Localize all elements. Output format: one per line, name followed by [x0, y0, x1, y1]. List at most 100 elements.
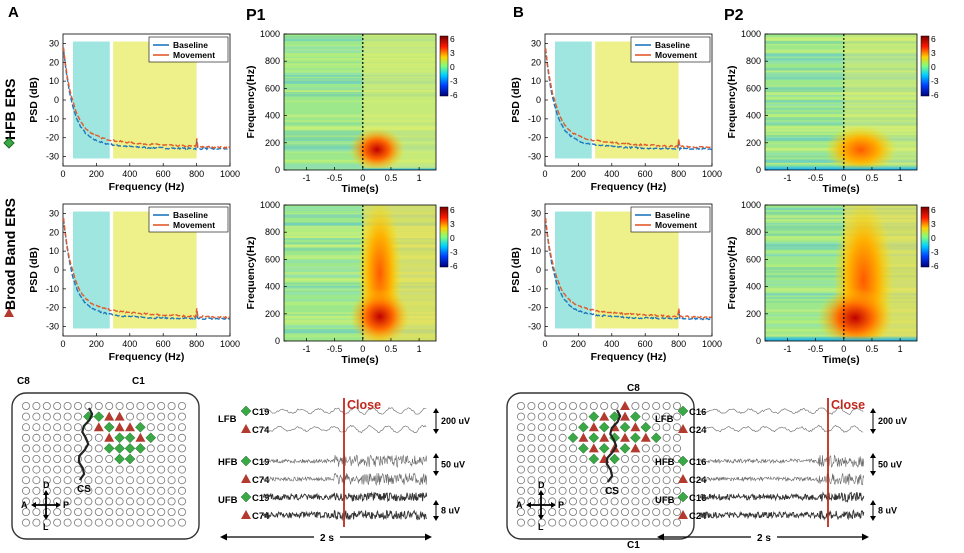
electrode [177, 507, 186, 516]
electrode [569, 454, 578, 463]
noise-streak [765, 40, 917, 44]
band-label-lfb: LFB [655, 414, 674, 425]
noise-streak [765, 103, 917, 107]
active-electrode-broadband [599, 411, 610, 421]
electrode [94, 486, 103, 495]
xtick-label: 600 [156, 339, 171, 349]
active-electrode-broadband [114, 411, 125, 421]
noise-streak [284, 71, 436, 73]
electrode [115, 507, 124, 516]
ytick-label: 1000 [260, 29, 280, 39]
ytick-label: 0 [275, 165, 280, 175]
compass-arrow-p [551, 502, 556, 508]
electrode [21, 433, 30, 442]
ytick-label: 600 [265, 254, 280, 264]
electrode [641, 401, 650, 410]
ytick-label: 400 [746, 282, 761, 292]
electrode [136, 465, 145, 474]
noise-streak [765, 85, 917, 87]
electrode [105, 465, 114, 474]
xtick-label: 0.5 [385, 344, 398, 354]
compass-arrow-l [43, 515, 49, 520]
electrode [94, 454, 103, 463]
ytick-label: 200 [746, 138, 761, 148]
ytick-label: 0 [536, 95, 541, 105]
hot-region [824, 125, 897, 170]
ytick-label: 0 [54, 265, 59, 275]
electrode [548, 476, 557, 485]
electrode [84, 423, 93, 432]
colorbar-label: -3 [450, 76, 458, 86]
waveform [699, 491, 865, 503]
ytick-label: 600 [746, 83, 761, 93]
band-label-lfb: LFB [218, 414, 237, 425]
cs-label: CS [605, 486, 619, 497]
colorbar-label: 6 [931, 34, 936, 44]
ytick-label: 0 [54, 95, 59, 105]
noise-streak [284, 89, 436, 93]
scale-arrow [870, 408, 876, 413]
electrode [589, 486, 598, 495]
electrode [63, 476, 72, 485]
active-electrode-hfb [114, 453, 125, 465]
electrode [21, 465, 30, 474]
electrode [537, 433, 546, 442]
electrode [63, 497, 72, 506]
xtick-label: 0 [542, 339, 547, 349]
xtick-label: 200 [89, 339, 104, 349]
time-label-bg [751, 530, 777, 542]
ytick-label: 800 [265, 227, 280, 237]
ytick-label: 800 [265, 56, 280, 66]
noise-streak [284, 114, 436, 118]
active-electrode-broadband [135, 432, 146, 442]
electrode [136, 476, 145, 485]
noise-streak [284, 123, 436, 125]
noise-streak [765, 117, 917, 121]
colorbar-label: -3 [931, 76, 939, 86]
ytick-label: 0 [536, 265, 541, 275]
red-triangle-icon [241, 510, 251, 519]
noise-streak [284, 71, 436, 75]
xlabel: Time(s) [822, 183, 859, 195]
electrode [589, 465, 598, 474]
ytick-label: 600 [746, 254, 761, 264]
ytick-label: 1000 [260, 200, 280, 210]
electrode [652, 465, 661, 474]
legend-baseline: Baseline [655, 210, 690, 220]
active-electrode-broadband [114, 422, 125, 432]
electrode [21, 423, 30, 432]
electrode [548, 486, 557, 495]
red-triangle-icon [678, 510, 688, 519]
active-electrode-hfb [609, 453, 620, 465]
active-electrode-broadband [630, 422, 641, 432]
active-electrode-broadband [104, 432, 115, 442]
noise-streak [284, 214, 436, 218]
noise-streak [284, 232, 436, 236]
electrode [569, 518, 578, 527]
xtick-label: -0.5 [808, 173, 824, 183]
electrode [517, 423, 526, 432]
electrode [42, 401, 51, 410]
electrode [115, 465, 124, 474]
electrode [537, 401, 546, 410]
colorbar-label: 6 [931, 205, 936, 215]
compass-arrow-a [31, 502, 36, 508]
ytick-label: 20 [49, 57, 59, 67]
waveform [699, 509, 865, 521]
cyan-band [555, 41, 592, 159]
time-arrow-right [425, 533, 432, 541]
electrode [517, 497, 526, 506]
electrode [662, 454, 671, 463]
electrode [548, 454, 557, 463]
electrode [63, 454, 72, 463]
scale-arrow [433, 471, 439, 476]
noise-streak [765, 88, 917, 93]
electrode [146, 507, 155, 516]
electrode [600, 497, 609, 506]
channel-label: C74 [252, 425, 270, 436]
electrode [527, 518, 536, 527]
green-diamond-icon [3, 137, 15, 149]
electrode [558, 401, 567, 410]
